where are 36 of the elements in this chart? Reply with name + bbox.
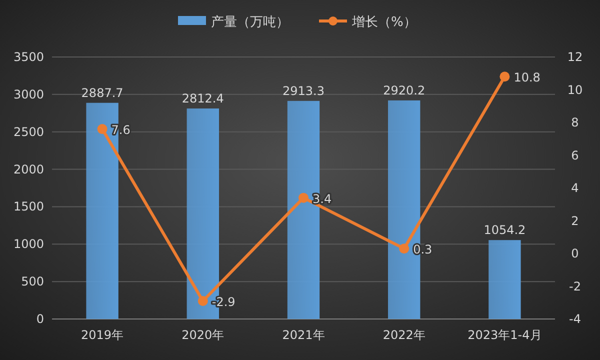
y2-tick-label: -4	[569, 312, 581, 326]
data-label: 2920.2	[383, 83, 426, 98]
y-tick-label: 1000	[13, 237, 44, 252]
legend-label: 产量（万吨）	[211, 15, 289, 30]
x-tick-label: 2020年	[182, 328, 224, 342]
x-tick-label: 2022年	[382, 328, 426, 342]
data-label: 2812.4	[182, 91, 224, 106]
x-tick-label: 2019年	[81, 328, 124, 342]
data-label: 2887.7	[81, 86, 124, 100]
y2-tick-label: 12	[567, 50, 583, 64]
data-label: 1054.2	[484, 223, 526, 238]
y-tick-label: 1500	[13, 200, 44, 214]
y-tick-label: 2000	[13, 162, 44, 176]
y-tick-label: 3000	[13, 87, 44, 102]
bar	[488, 240, 521, 319]
y2-tick-label: 8	[571, 116, 579, 130]
data-label: 10.8	[514, 70, 540, 85]
y2-tick-label: 0	[571, 246, 579, 260]
y-tick-label: 500	[21, 274, 44, 289]
legend-label: 增长（%）	[351, 15, 416, 30]
x-tick-label: 2021年	[282, 328, 325, 342]
y-tick-label: 2500	[13, 124, 44, 139]
data-label: 2913.3	[282, 84, 324, 98]
point	[298, 192, 308, 203]
y-tick-label: 0	[36, 312, 44, 326]
y2-tick-label: 6	[571, 148, 579, 162]
y2-tick-label: 4	[571, 181, 579, 195]
y-tick-label: 3500	[13, 50, 44, 64]
y2-tick-label: 10	[567, 82, 583, 97]
point	[198, 296, 208, 306]
point	[399, 244, 410, 254]
point	[500, 72, 510, 82]
y2-tick-label: 2	[571, 214, 579, 228]
point	[97, 124, 108, 134]
x-tick-label: 2023年1-4月	[468, 328, 542, 342]
y2-tick-label: -2	[569, 279, 581, 294]
